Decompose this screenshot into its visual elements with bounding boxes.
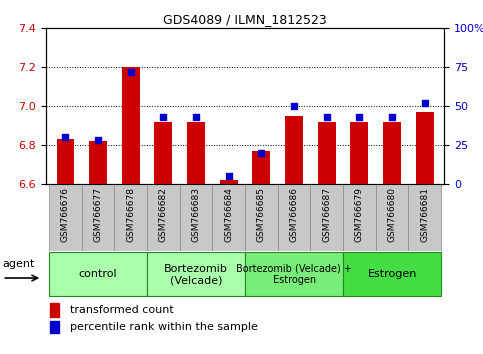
Bar xyxy=(376,184,409,251)
Bar xyxy=(409,184,441,251)
Bar xyxy=(50,303,59,317)
Text: control: control xyxy=(79,269,117,279)
Text: GSM766683: GSM766683 xyxy=(192,188,200,242)
Point xyxy=(421,100,428,106)
Bar xyxy=(220,180,238,184)
Bar xyxy=(245,184,278,251)
Point xyxy=(192,114,200,120)
Text: GSM766680: GSM766680 xyxy=(387,188,397,242)
Bar xyxy=(49,184,82,251)
Text: GSM766678: GSM766678 xyxy=(127,188,135,242)
Bar xyxy=(187,122,205,184)
Bar xyxy=(253,151,270,184)
Point xyxy=(355,114,363,120)
Text: transformed count: transformed count xyxy=(70,305,173,315)
Point xyxy=(159,114,167,120)
Bar xyxy=(122,67,140,184)
Bar xyxy=(82,184,114,251)
Point xyxy=(290,103,298,109)
Point xyxy=(94,138,102,143)
Text: Bortezomib
(Velcade): Bortezomib (Velcade) xyxy=(164,263,228,285)
Title: GDS4089 / ILMN_1812523: GDS4089 / ILMN_1812523 xyxy=(163,13,327,26)
Bar xyxy=(89,141,107,184)
Text: percentile rank within the sample: percentile rank within the sample xyxy=(70,322,257,332)
Bar xyxy=(114,184,147,251)
Text: GSM766682: GSM766682 xyxy=(159,188,168,242)
Bar xyxy=(213,184,245,251)
Text: Bortezomib (Velcade) +
Estrogen: Bortezomib (Velcade) + Estrogen xyxy=(236,263,352,285)
Bar xyxy=(278,184,311,251)
Bar xyxy=(50,321,59,333)
Point xyxy=(127,69,135,75)
Text: Estrogen: Estrogen xyxy=(368,269,417,279)
Point xyxy=(257,150,265,156)
Text: GSM766677: GSM766677 xyxy=(94,188,103,242)
Text: GSM766687: GSM766687 xyxy=(322,188,331,242)
Point xyxy=(323,114,331,120)
Bar xyxy=(155,122,172,184)
Bar xyxy=(180,184,213,251)
Bar xyxy=(57,139,74,184)
Text: GSM766676: GSM766676 xyxy=(61,188,70,242)
Bar xyxy=(343,184,376,251)
Bar xyxy=(318,122,336,184)
Bar xyxy=(416,112,434,184)
Point xyxy=(62,135,70,140)
Text: GSM766679: GSM766679 xyxy=(355,188,364,242)
Text: GSM766686: GSM766686 xyxy=(290,188,298,242)
Bar xyxy=(311,184,343,251)
Bar xyxy=(147,184,180,251)
Text: GSM766684: GSM766684 xyxy=(224,188,233,242)
Bar xyxy=(245,252,343,296)
Text: GSM766685: GSM766685 xyxy=(257,188,266,242)
Bar xyxy=(49,252,147,296)
Bar xyxy=(351,122,369,184)
Bar xyxy=(147,252,245,296)
Bar xyxy=(285,116,303,184)
Point xyxy=(225,173,233,179)
Point xyxy=(388,114,396,120)
Text: agent: agent xyxy=(2,259,35,269)
Bar xyxy=(343,252,441,296)
Text: GSM766681: GSM766681 xyxy=(420,188,429,242)
Bar xyxy=(383,122,401,184)
